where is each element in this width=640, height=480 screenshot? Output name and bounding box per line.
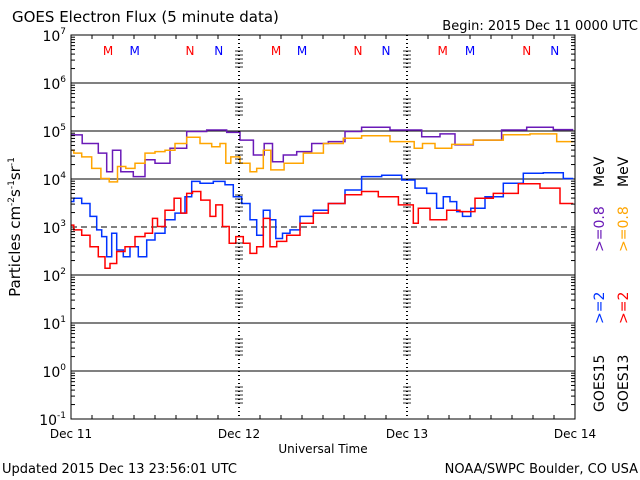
y-tick-label: 103	[42, 219, 66, 237]
satellite-marker: N	[186, 44, 195, 58]
satellite-marker: M	[438, 44, 448, 58]
legend-unit: MeV	[592, 156, 608, 187]
series-line-goes15-2-mev	[71, 172, 574, 258]
satellite-marker: N	[382, 44, 391, 58]
x-tick-label: Dec 12	[218, 427, 260, 441]
updated-time: Updated 2015 Dec 13 23:56:01 UTC	[2, 462, 237, 477]
satellite-marker: N	[214, 44, 223, 58]
legend-satellite: GOES13	[616, 355, 632, 412]
series-line-goes15-0-8-mev	[71, 126, 574, 178]
legend-e08: >=0.8	[592, 206, 608, 252]
legend-satellite: GOES15	[592, 355, 608, 412]
y-tick-label: 101	[42, 315, 66, 333]
y-tick-label: 107	[42, 27, 66, 45]
y-tick-label: 102	[42, 267, 66, 285]
satellite-marker: N	[522, 44, 531, 58]
satellite-marker: M	[465, 44, 475, 58]
begin-time: Begin: 2015 Dec 11 0000 UTC	[442, 19, 638, 34]
legend-unit: MeV	[616, 156, 632, 187]
legend: GOES15 >=2 >=0.8 MeV GOES13 >=2 >=0.8 MeV	[592, 156, 632, 412]
legend-e2: >=2	[592, 292, 608, 324]
satellite-marker: M	[297, 44, 307, 58]
y-axis: 107 106 105 104 103 102 101 100 10-1	[39, 27, 575, 429]
series-lines	[71, 126, 574, 270]
y-tick-label: 104	[42, 171, 66, 189]
series-line-goes13-0-8-mev	[71, 133, 574, 183]
legend-e08: >=0.8	[616, 206, 632, 252]
x-tick-label: Dec 13	[386, 427, 428, 441]
satellite-marker: M	[271, 44, 281, 58]
chart-title: GOES Electron Flux (5 minute data)	[12, 8, 279, 26]
x-axis: Dec 11 Dec 12 Dec 13 Dec 14	[50, 35, 596, 441]
legend-column-goes13: GOES13 >=2 >=0.8 MeV	[616, 156, 632, 412]
y-tick-label: 100	[42, 363, 66, 381]
x-axis-label: Universal Time	[278, 442, 367, 456]
y-axis-label: Particles cm-2s-1sr-1	[6, 157, 24, 297]
legend-column-goes15: GOES15 >=2 >=0.8 MeV	[592, 156, 608, 412]
satellite-marker: M	[103, 44, 113, 58]
satellite-marker: N	[354, 44, 363, 58]
y-tick-label: 106	[42, 75, 66, 93]
x-tick-label: Dec 11	[50, 427, 92, 441]
legend-e2: >=2	[616, 292, 632, 324]
y-tick-label: 10-1	[39, 411, 66, 429]
credit: NOAA/SWPC Boulder, CO USA	[445, 462, 638, 477]
grid	[71, 82, 575, 372]
satellite-marker: M	[130, 44, 140, 58]
series-line-goes13-2-mev	[71, 183, 574, 270]
x-tick-label: Dec 14	[554, 427, 596, 441]
satellite-marker: N	[550, 44, 559, 58]
y-tick-label: 105	[42, 123, 66, 141]
svg-text:Particles cm-2s-1sr-1: Particles cm-2s-1sr-1	[6, 157, 24, 297]
